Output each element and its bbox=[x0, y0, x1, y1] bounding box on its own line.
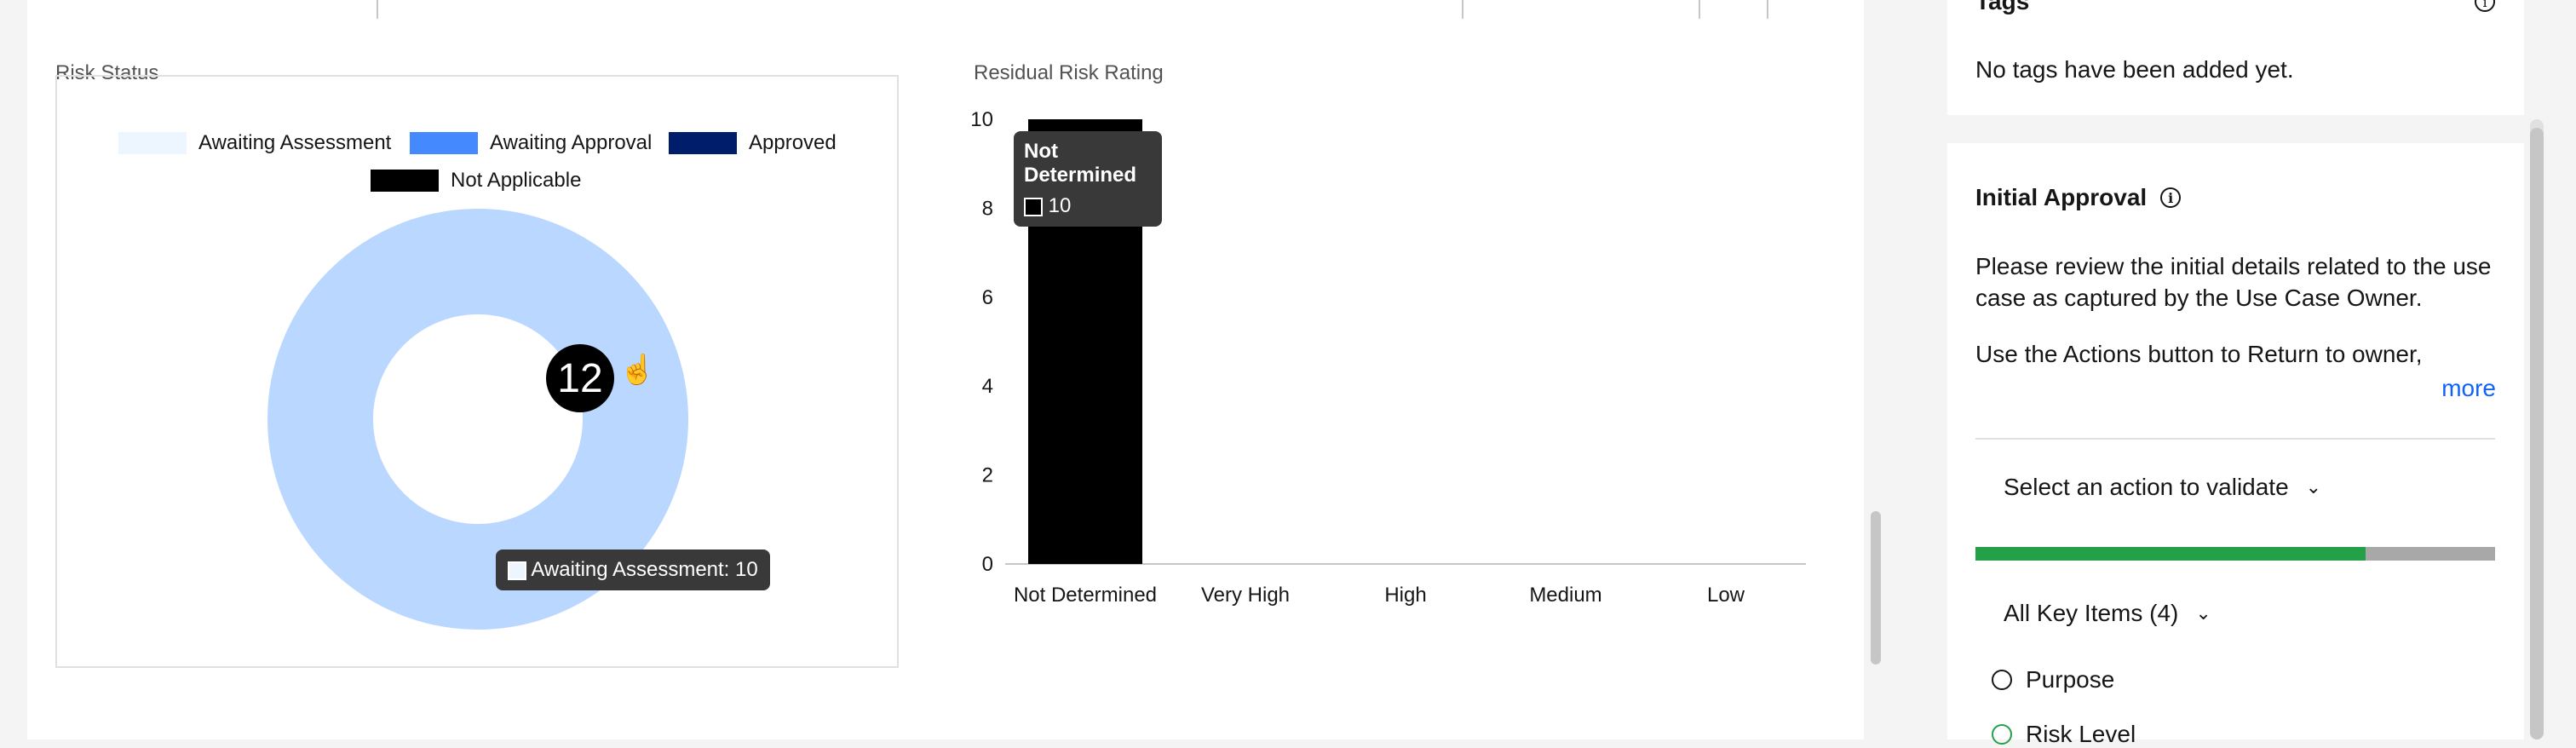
radio-icon bbox=[1992, 670, 2012, 690]
legend-swatch bbox=[118, 132, 187, 154]
action-select-label: Select an action to validate bbox=[2004, 474, 2289, 500]
donut-tooltip: Awaiting Assessment: 10 bbox=[496, 549, 770, 590]
more-link[interactable]: more bbox=[2441, 375, 2496, 401]
divider bbox=[1975, 438, 2495, 440]
risk-status-title: Risk Status bbox=[55, 61, 159, 84]
key-items-label: All Key Items (4) bbox=[2004, 600, 2179, 626]
key-item-purpose[interactable]: Purpose bbox=[1992, 666, 2114, 693]
progress-bar bbox=[1975, 547, 2495, 561]
tags-card: Tags i No tags have been added yet. bbox=[1947, 0, 2524, 115]
tooltip-text: Awaiting Assessment: 10 bbox=[531, 558, 758, 581]
y-tick-label: 6 bbox=[982, 286, 993, 309]
y-tick-label: 10 bbox=[970, 108, 993, 131]
progress-fill bbox=[1975, 547, 2366, 561]
y-tick-label: 0 bbox=[982, 553, 993, 576]
initial-approval-card: Initial Approval i Please review the ini… bbox=[1947, 143, 2524, 747]
legend-awaiting-approval[interactable]: Awaiting Approval bbox=[410, 131, 652, 155]
tooltip-value: 10 bbox=[1048, 194, 1072, 217]
total-badge: 12 bbox=[546, 344, 614, 412]
donut-segment-awaiting-assessment[interactable] bbox=[267, 209, 688, 630]
info-icon[interactable]: i bbox=[2160, 187, 2182, 208]
legend-awaiting-assessment[interactable]: Awaiting Assessment bbox=[118, 131, 391, 155]
legend-swatch bbox=[410, 132, 478, 154]
tags-empty-text: No tags have been added yet. bbox=[1975, 56, 2294, 83]
donut-chart bbox=[267, 209, 688, 630]
right-panel: Tags i No tags have been added yet. Init… bbox=[1919, 0, 2524, 747]
approval-description: Please review the initial details relate… bbox=[1975, 253, 2492, 311]
divider bbox=[1699, 0, 1700, 19]
legend-label: Awaiting Assessment bbox=[198, 131, 392, 154]
tooltip-swatch bbox=[508, 561, 526, 580]
risk-status-chart: Awaiting Assessment Awaiting Approval Ap… bbox=[55, 75, 899, 668]
panel-scrollbar-thumb[interactable] bbox=[2530, 128, 2544, 739]
divider bbox=[1462, 0, 1463, 19]
y-tick-label: 4 bbox=[982, 375, 993, 398]
legend-label: Awaiting Approval bbox=[490, 131, 653, 154]
chevron-down-icon: ⌄ bbox=[2305, 476, 2322, 498]
tooltip-swatch bbox=[1024, 197, 1043, 216]
x-tick-label: High bbox=[1384, 584, 1426, 607]
approval-title: Initial Approval bbox=[1975, 184, 2148, 210]
radio-icon bbox=[1992, 724, 2012, 745]
legend-swatch bbox=[669, 132, 737, 154]
x-tick-label: Very High bbox=[1201, 584, 1290, 607]
legend-swatch bbox=[371, 170, 439, 192]
key-item-label: Purpose bbox=[2026, 666, 2115, 693]
main-scrollbar[interactable] bbox=[1871, 511, 1881, 665]
x-tick-label: Not Determined bbox=[1014, 584, 1157, 607]
key-items-dropdown[interactable]: All Key Items (4) ⌄ bbox=[2004, 600, 2211, 627]
action-select[interactable]: Select an action to validate ⌄ bbox=[2004, 474, 2321, 501]
tooltip-title: Not Determined bbox=[1024, 140, 1137, 187]
cursor-hand-icon: ☝ bbox=[619, 354, 656, 386]
approval-instructions: Use the Actions button to Return to owne… bbox=[1975, 341, 2423, 367]
legend-approved[interactable]: Approved bbox=[669, 131, 837, 155]
y-tick-label: 8 bbox=[982, 197, 993, 220]
chevron-down-icon: ⌄ bbox=[2195, 602, 2211, 624]
divider bbox=[1767, 0, 1768, 19]
info-icon[interactable]: i bbox=[2475, 0, 2495, 12]
tags-title: Tags bbox=[1975, 0, 2030, 14]
bar-tooltip: Not Determined 10 bbox=[1014, 131, 1162, 227]
x-tick-label: Low bbox=[1707, 584, 1745, 607]
residual-risk-title: Residual Risk Rating bbox=[974, 61, 1164, 84]
divider bbox=[377, 0, 378, 19]
key-item-label: Risk Level bbox=[2026, 721, 2136, 747]
key-item-risk-level[interactable]: Risk Level bbox=[1992, 721, 2136, 748]
legend-not-applicable[interactable]: Not Applicable bbox=[371, 169, 581, 193]
legend-label: Not Applicable bbox=[451, 169, 582, 192]
x-tick-label: Medium bbox=[1529, 584, 1601, 607]
legend-label: Approved bbox=[749, 131, 837, 154]
y-tick-label: 2 bbox=[982, 464, 993, 487]
